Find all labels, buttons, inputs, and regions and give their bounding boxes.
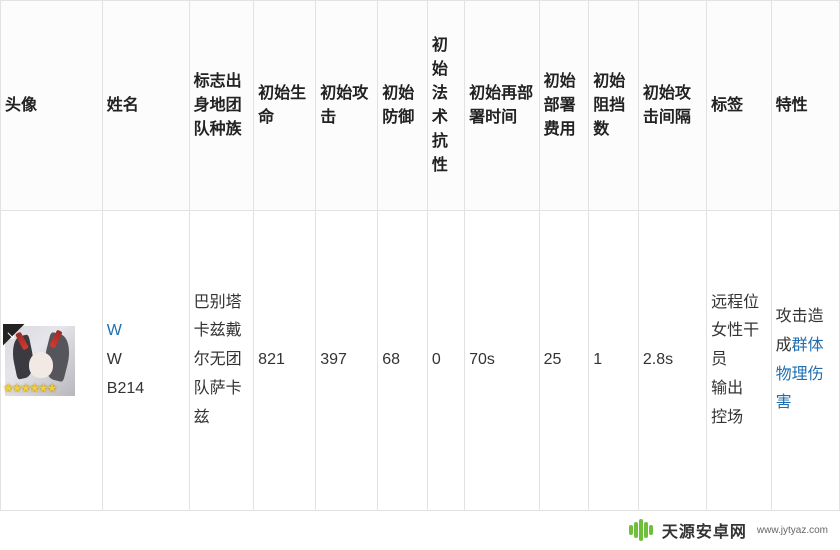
cell-atk: 397 xyxy=(316,211,378,511)
tag-item: 女性干员 xyxy=(711,317,767,375)
header-redeploy: 初始再部署时间 xyxy=(465,1,539,211)
cell-cost: 25 xyxy=(539,211,589,511)
watermark: 天源安卓网 www.jytyaz.com xyxy=(622,516,832,544)
cell-hp: 821 xyxy=(254,211,316,511)
tag-item: 控场 xyxy=(711,404,767,433)
cell-origin: 巴别塔卡兹戴尔无团队萨卡兹 xyxy=(189,211,254,511)
name-alias-link[interactable]: W xyxy=(107,322,122,339)
header-res: 初始法术抗性 xyxy=(427,1,464,211)
header-origin: 标志出身地团队种族 xyxy=(189,1,254,211)
cell-interval: 2.8s xyxy=(638,211,706,511)
cell-redeploy: 70s xyxy=(465,211,539,511)
watermark-sub: www.jytyaz.com xyxy=(757,525,828,536)
table-row: ↘ ★★★★★★ W W B214 巴别塔卡兹戴尔无团队萨卡兹 821 397 … xyxy=(1,211,840,511)
header-hp: 初始生命 xyxy=(254,1,316,211)
name-code: B214 xyxy=(107,380,144,397)
header-cost: 初始部署费用 xyxy=(539,1,589,211)
avatar[interactable]: ↘ ★★★★★★ xyxy=(5,326,75,396)
cell-name: W W B214 xyxy=(102,211,189,511)
cell-def: 68 xyxy=(378,211,428,511)
header-atk: 初始攻击 xyxy=(316,1,378,211)
stats-table: 头像 姓名 标志出身地团队种族 初始生命 初始攻击 初始防御 初始法术抗性 初始… xyxy=(0,0,840,511)
cell-tags: 远程位 女性干员 输出 控场 xyxy=(707,211,772,511)
tag-item: 输出 xyxy=(711,375,767,404)
cell-block: 1 xyxy=(589,211,639,511)
rarity-stars: ★★★★★★ xyxy=(3,378,56,400)
header-avatar: 头像 xyxy=(1,1,103,211)
header-tags: 标签 xyxy=(707,1,772,211)
watermark-icon xyxy=(626,518,656,542)
watermark-text: 天源安卓网 xyxy=(662,518,747,542)
cell-avatar: ↘ ★★★★★★ xyxy=(1,211,103,511)
tag-item: 远程位 xyxy=(711,289,767,318)
arrow-icon: ↘ xyxy=(6,327,15,347)
cell-trait: 攻击造成群体物理伤害 xyxy=(771,211,839,511)
header-interval: 初始攻击间隔 xyxy=(638,1,706,211)
header-trait: 特性 xyxy=(771,1,839,211)
name-main: W xyxy=(107,351,122,368)
header-name: 姓名 xyxy=(102,1,189,211)
header-def: 初始防御 xyxy=(378,1,428,211)
header-block: 初始阻挡数 xyxy=(589,1,639,211)
table-header-row: 头像 姓名 标志出身地团队种族 初始生命 初始攻击 初始防御 初始法术抗性 初始… xyxy=(1,1,840,211)
cell-res: 0 xyxy=(427,211,464,511)
